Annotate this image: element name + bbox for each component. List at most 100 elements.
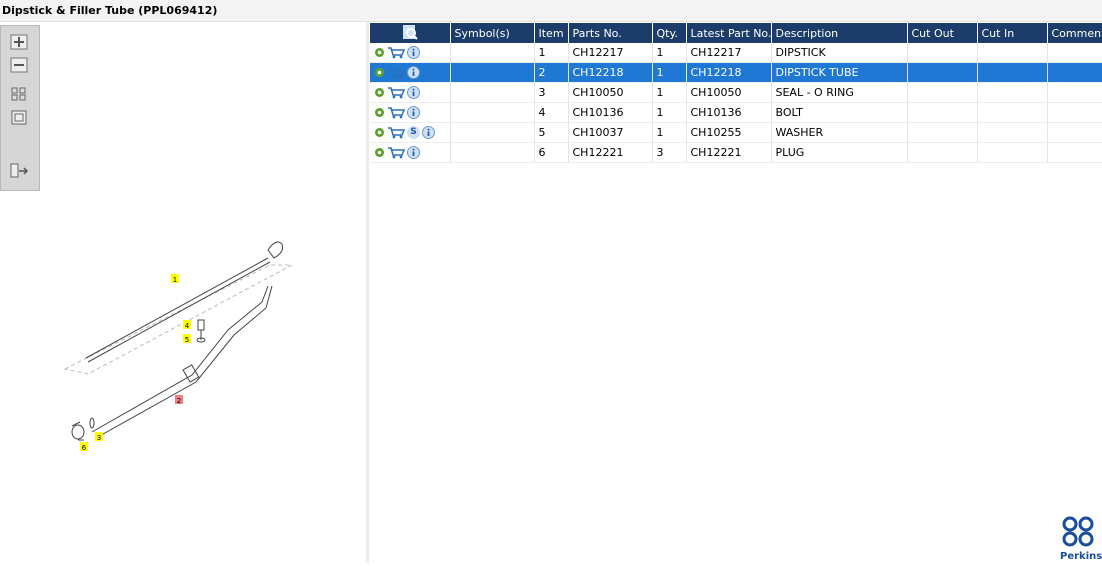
table-row[interactable]: 6 CH12221 3 CH12221 PLUG bbox=[370, 142, 1102, 163]
callout-box[interactable] bbox=[95, 432, 103, 441]
table-cell: DIPSTICK TUBE bbox=[771, 62, 908, 83]
table-cell: WASHER bbox=[771, 122, 908, 143]
table-cell: 1 bbox=[652, 122, 687, 143]
zoom-toolbar bbox=[0, 25, 40, 191]
callout-label: 4 bbox=[185, 322, 190, 330]
cart-icon[interactable] bbox=[387, 66, 405, 79]
table-cell bbox=[977, 142, 1048, 163]
table-cell bbox=[450, 82, 535, 103]
table-cell bbox=[907, 102, 978, 123]
fit-button[interactable] bbox=[10, 86, 30, 104]
search-icon[interactable] bbox=[402, 24, 418, 40]
info-icon[interactable] bbox=[407, 66, 420, 80]
table-cell: CH10255 bbox=[686, 122, 772, 143]
splitter[interactable] bbox=[366, 22, 369, 563]
info-icon[interactable] bbox=[407, 146, 420, 160]
table-row[interactable]: S 5 CH10037 1 CH10255 WASHER bbox=[370, 122, 1102, 143]
gear-icon[interactable] bbox=[374, 107, 385, 118]
gear-icon[interactable] bbox=[374, 47, 385, 58]
table-cell: DIPSTICK bbox=[771, 43, 908, 63]
perkins-logo: Perkins bbox=[1058, 514, 1102, 563]
table-cell: 5 bbox=[534, 122, 569, 143]
cart-icon[interactable] bbox=[387, 86, 405, 99]
table-row[interactable]: 4 CH10136 1 CH10136 BOLT bbox=[370, 102, 1102, 123]
table-cell bbox=[977, 82, 1048, 103]
table-cell: CH12217 bbox=[568, 43, 653, 63]
table-cell bbox=[450, 102, 535, 123]
column-header[interactable]: Cut In bbox=[977, 23, 1048, 43]
zoom-in-button[interactable] bbox=[10, 34, 30, 52]
table-cell: SEAL - O RING bbox=[771, 82, 908, 103]
column-header[interactable]: Latest Part No. bbox=[686, 23, 772, 43]
table-cell bbox=[450, 43, 535, 63]
callout-box[interactable] bbox=[175, 395, 183, 404]
table-cell: CH10050 bbox=[686, 82, 772, 103]
search-header[interactable] bbox=[370, 23, 451, 43]
gear-icon[interactable] bbox=[374, 87, 385, 98]
gear-icon[interactable] bbox=[374, 147, 385, 158]
table-cell: BOLT bbox=[771, 102, 908, 123]
column-header[interactable]: Comment bbox=[1047, 23, 1102, 43]
table-cell: 1 bbox=[534, 43, 569, 63]
column-header[interactable]: Cut Out bbox=[907, 23, 978, 43]
column-header[interactable]: Qty. bbox=[652, 23, 687, 43]
table-cell: 1 bbox=[652, 62, 687, 83]
info-icon[interactable] bbox=[407, 46, 420, 60]
cart-icon[interactable] bbox=[387, 126, 405, 139]
info-icon[interactable] bbox=[407, 86, 420, 100]
table-cell: 2 bbox=[534, 62, 569, 83]
column-header[interactable]: Parts No. bbox=[568, 23, 653, 43]
column-header[interactable]: Symbol(s) bbox=[450, 23, 535, 43]
table-row[interactable]: 2 CH12218 1 CH12218 DIPSTICK TUBE bbox=[370, 62, 1102, 83]
table-cell bbox=[977, 62, 1048, 83]
table-cell: 1 bbox=[652, 102, 687, 123]
table-cell bbox=[1047, 62, 1102, 83]
logo-text: Perkins bbox=[1060, 551, 1102, 562]
table-cell: CH10136 bbox=[686, 102, 772, 123]
table-cell: CH10037 bbox=[568, 122, 653, 143]
parts-table: Symbol(s) Item Parts No. Qty. Latest Part No… bbox=[370, 23, 1102, 163]
column-header[interactable]: Item bbox=[534, 23, 569, 43]
table-cell bbox=[450, 62, 535, 83]
column-header[interactable]: Description bbox=[771, 23, 908, 43]
table-cell: 1 bbox=[652, 43, 687, 63]
row-icons bbox=[370, 102, 451, 123]
table-cell bbox=[450, 122, 535, 143]
page-title: Dipstick & Filler Tube (PPL069412) bbox=[2, 4, 218, 17]
cart-icon[interactable] bbox=[387, 146, 405, 159]
reset-button[interactable] bbox=[10, 109, 30, 127]
table-cell bbox=[977, 122, 1048, 143]
table-row[interactable]: 3 CH10050 1 CH10050 SEAL - O RING bbox=[370, 82, 1102, 103]
callout-box[interactable] bbox=[183, 334, 191, 343]
table-row[interactable]: 1 CH12217 1 CH12217 DIPSTICK bbox=[370, 43, 1102, 63]
table-cell: CH12217 bbox=[686, 43, 772, 63]
table-cell bbox=[907, 43, 978, 63]
gear-icon[interactable] bbox=[374, 67, 385, 78]
info-icon[interactable] bbox=[407, 106, 420, 120]
logo-mark bbox=[1062, 516, 1094, 547]
callout-label: 3 bbox=[97, 434, 101, 442]
table-cell bbox=[907, 82, 978, 103]
badge-icon[interactable]: S bbox=[407, 126, 420, 140]
table-cell bbox=[907, 142, 978, 163]
gear-icon[interactable] bbox=[374, 127, 385, 138]
diagram-panel: 1 4 5 2 3 6 bbox=[0, 22, 366, 563]
table-cell: CH10050 bbox=[568, 82, 653, 103]
table-cell bbox=[907, 62, 978, 83]
callout-box[interactable] bbox=[183, 320, 191, 329]
row-icons bbox=[370, 43, 451, 63]
row-icons: S bbox=[370, 122, 451, 143]
export-button[interactable] bbox=[10, 162, 30, 180]
table-cell bbox=[1047, 43, 1102, 63]
table-cell: 3 bbox=[534, 82, 569, 103]
table-cell: CH12221 bbox=[568, 142, 653, 163]
callout-box[interactable] bbox=[171, 274, 179, 283]
info-icon[interactable] bbox=[422, 126, 435, 140]
cart-icon[interactable] bbox=[387, 106, 405, 119]
table-cell bbox=[1047, 102, 1102, 123]
callout-box[interactable] bbox=[80, 442, 88, 451]
row-icons bbox=[370, 62, 451, 83]
zoom-out-button[interactable] bbox=[10, 57, 30, 75]
cart-icon[interactable] bbox=[387, 46, 405, 59]
